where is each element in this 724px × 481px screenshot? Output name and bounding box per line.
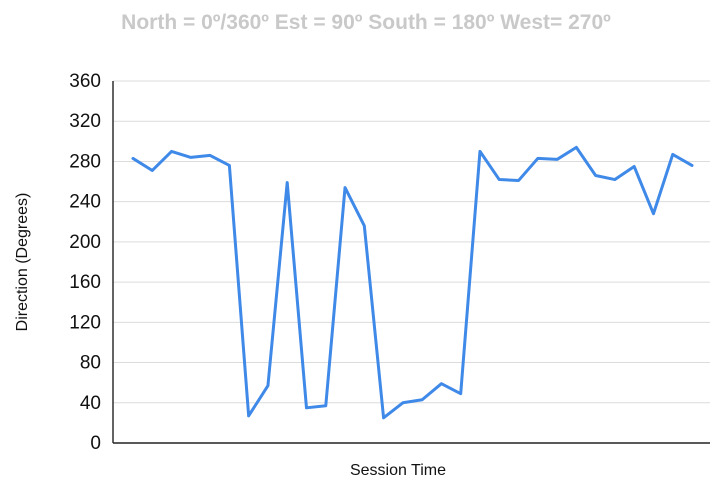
chart-title: North = 0º/360º Est = 90º South = 180º W… (121, 11, 611, 34)
y-tick-label: 40 (80, 393, 101, 414)
y-axis-label: Direction (Degrees) (14, 193, 31, 332)
y-tick-label: 360 (69, 71, 101, 92)
y-tick-label: 0 (90, 433, 101, 454)
series-line (131, 145, 694, 420)
y-tick-label: 80 (80, 353, 101, 374)
gridlines (113, 80, 710, 404)
y-tick-label: 320 (69, 111, 101, 132)
series-layer (131, 145, 694, 420)
y-tick-label: 280 (69, 151, 101, 172)
y-tick-label: 240 (69, 192, 101, 213)
x-axis-label: Session Time (350, 462, 446, 479)
y-tick-label: 200 (69, 232, 101, 253)
y-tick-labels: 0 40 80 120 160 200 240 280 320 360 (69, 71, 101, 454)
y-tick-label: 120 (69, 312, 101, 333)
y-tick-label: 160 (69, 272, 101, 293)
